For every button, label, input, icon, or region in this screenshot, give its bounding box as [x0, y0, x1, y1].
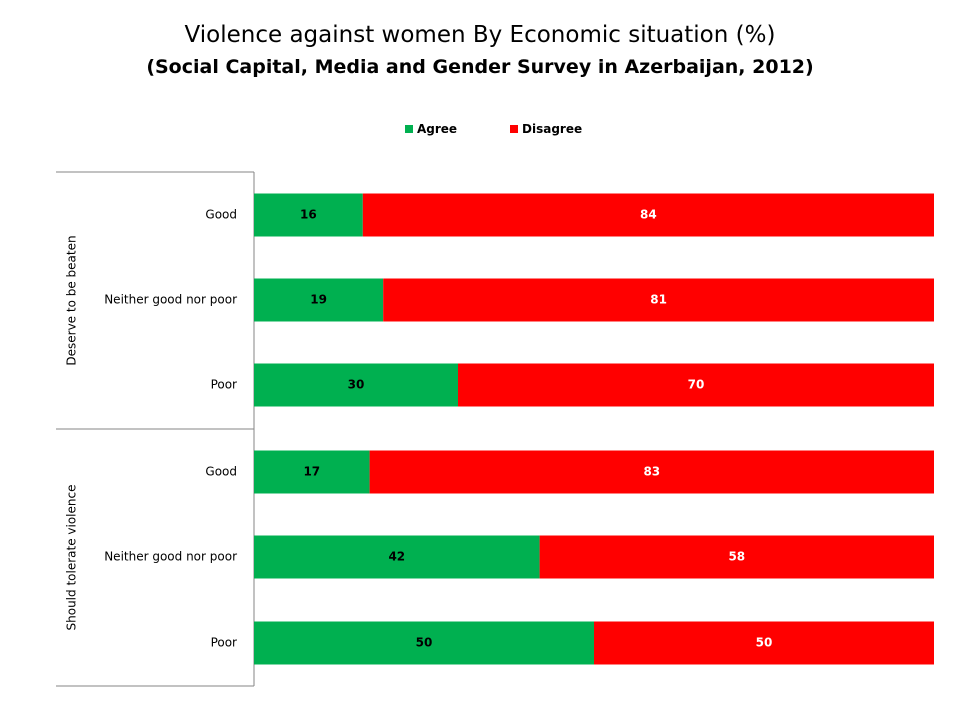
chart-title: Violence against women By Economic situa… [184, 22, 776, 48]
bar-disagree [383, 278, 934, 322]
data-label-agree: 19 [310, 293, 327, 307]
bar-disagree [539, 535, 934, 579]
bar-disagree [362, 193, 934, 237]
legend-label-agree: Agree [417, 122, 458, 136]
bar-agree [254, 450, 370, 494]
category-label: Good [205, 465, 237, 479]
category-label: Neither good nor poor [104, 293, 237, 307]
bar-agree [254, 278, 384, 322]
legend: Agree Disagree [0, 122, 960, 140]
data-label-agree: 42 [388, 550, 405, 564]
bar-agree [254, 363, 458, 407]
data-label-agree: 16 [300, 208, 317, 222]
bar-disagree [458, 363, 934, 407]
category-label: Neither good nor poor [104, 550, 237, 564]
data-label-agree: 17 [303, 465, 320, 479]
data-label-agree: 30 [348, 378, 365, 392]
data-label-disagree: 83 [643, 465, 660, 479]
legend-item-disagree: Disagree [510, 122, 582, 136]
bar-disagree [594, 621, 934, 665]
data-label-disagree: 70 [688, 378, 705, 392]
legend-label-disagree: Disagree [522, 122, 583, 136]
legend-swatch-agree [405, 125, 413, 133]
bar-agree [254, 193, 363, 237]
bar-agree [254, 621, 594, 665]
group-label: Should tolerate violence [65, 485, 79, 631]
bar-disagree [369, 450, 935, 494]
category-label: Poor [211, 378, 237, 392]
chart-subtitle: (Social Capital, Media and Gender Survey… [146, 56, 814, 78]
legend-swatch-disagree [510, 125, 518, 133]
legend-item-agree: Agree [405, 122, 457, 136]
category-label: Good [205, 208, 237, 222]
data-label-disagree: 84 [640, 208, 657, 222]
group-label: Deserve to be beaten [65, 235, 79, 365]
data-label-disagree: 50 [756, 636, 773, 650]
bar-agree [254, 535, 540, 579]
data-label-agree: 50 [416, 636, 433, 650]
data-label-disagree: 58 [728, 550, 745, 564]
category-label: Poor [211, 636, 237, 650]
data-label-disagree: 81 [650, 293, 667, 307]
